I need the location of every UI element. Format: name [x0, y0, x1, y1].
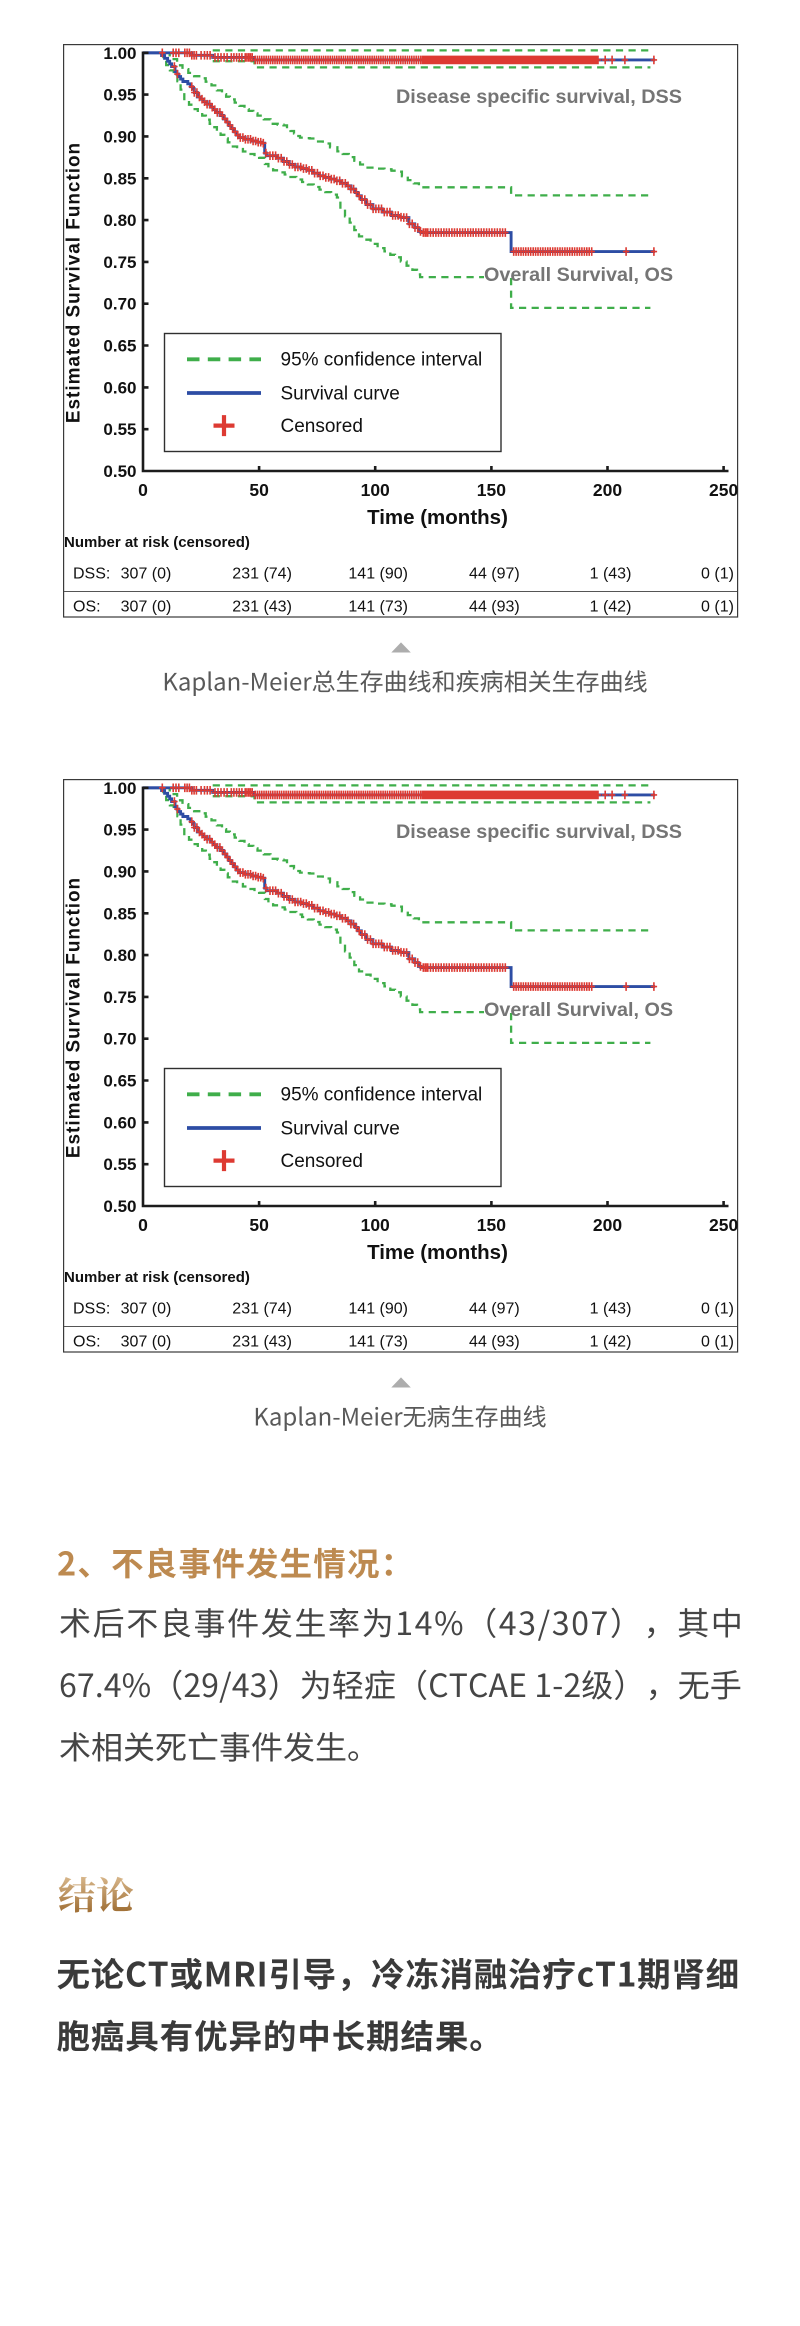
- svg-text:0.95: 0.95: [103, 86, 136, 105]
- svg-text:0.70: 0.70: [103, 295, 136, 314]
- svg-text:0: 0: [138, 480, 148, 500]
- svg-text:150: 150: [477, 480, 506, 500]
- svg-text:231 (43): 231 (43): [232, 599, 292, 616]
- svg-text:DSS:: DSS:: [73, 566, 110, 583]
- svg-text:95% confidence interval: 95% confidence interval: [281, 350, 483, 371]
- svg-text:141 (73): 141 (73): [348, 599, 408, 616]
- svg-text:0.90: 0.90: [103, 127, 136, 146]
- svg-text:0 (1): 0 (1): [701, 599, 734, 616]
- svg-text:250: 250: [709, 480, 738, 500]
- svg-text:OS:: OS:: [73, 599, 101, 616]
- svg-text:0 (1): 0 (1): [701, 566, 734, 583]
- svg-text:Overall Survival, OS: Overall Survival, OS: [484, 264, 673, 286]
- svg-text:100: 100: [361, 480, 390, 500]
- svg-text:141 (90): 141 (90): [348, 566, 408, 583]
- svg-text:0.65: 0.65: [103, 337, 136, 356]
- svg-text:50: 50: [249, 480, 269, 500]
- svg-text:0.75: 0.75: [103, 253, 136, 272]
- svg-text:1.00: 1.00: [103, 44, 136, 63]
- svg-text:0.80: 0.80: [103, 211, 136, 230]
- svg-text:44 (93): 44 (93): [469, 599, 520, 616]
- svg-text:200: 200: [593, 480, 622, 500]
- svg-text:Survival curve: Survival curve: [281, 383, 400, 404]
- svg-text:0.50: 0.50: [103, 462, 136, 481]
- svg-text:44 (97): 44 (97): [469, 566, 520, 583]
- svg-text:Censored: Censored: [281, 416, 363, 437]
- svg-text:231 (74): 231 (74): [232, 566, 292, 583]
- svg-text:307 (0): 307 (0): [121, 599, 172, 616]
- svg-text:Disease specific survival, DSS: Disease specific survival, DSS: [396, 86, 682, 108]
- svg-text:Number at risk (censored): Number at risk (censored): [64, 534, 250, 551]
- svg-text:Time (months): Time (months): [367, 506, 508, 529]
- svg-text:Estimated Survival Function: Estimated Survival Function: [64, 142, 85, 423]
- svg-text:307 (0): 307 (0): [121, 566, 172, 583]
- svg-text:0.85: 0.85: [103, 169, 136, 188]
- svg-text:0.60: 0.60: [103, 378, 136, 397]
- svg-text:1 (42): 1 (42): [590, 599, 632, 616]
- svg-text:1 (43): 1 (43): [590, 566, 632, 583]
- svg-text:0.55: 0.55: [103, 420, 136, 439]
